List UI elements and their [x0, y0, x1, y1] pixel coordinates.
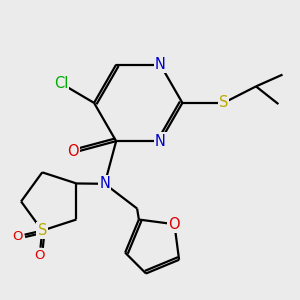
- Text: O: O: [34, 249, 45, 262]
- Text: N: N: [155, 57, 166, 72]
- Text: N: N: [155, 134, 166, 148]
- Text: O: O: [169, 217, 180, 232]
- Text: O: O: [12, 230, 23, 243]
- Text: Cl: Cl: [54, 76, 68, 91]
- Text: S: S: [219, 95, 228, 110]
- Text: N: N: [99, 176, 110, 191]
- Text: S: S: [38, 223, 47, 238]
- Text: O: O: [68, 143, 79, 158]
